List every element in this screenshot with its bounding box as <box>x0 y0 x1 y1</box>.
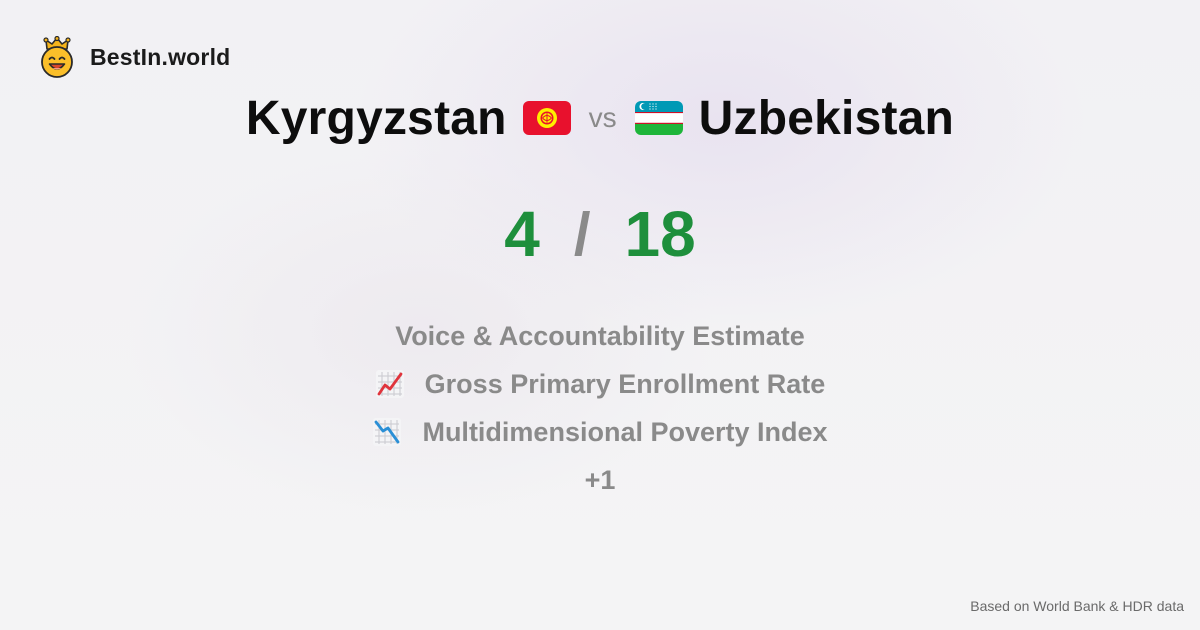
metric-item: Voice & Accountability Estimate <box>395 312 805 360</box>
metric-label: Gross Primary Enrollment Rate <box>424 368 826 399</box>
score-b: 18 <box>624 198 696 270</box>
brand-name: BestIn.world <box>90 43 231 70</box>
metric-item: Multidimensional Poverty Index <box>372 408 828 456</box>
uzbekistan-flag-icon <box>634 101 683 135</box>
score-separator: / <box>573 200 591 268</box>
more-label: +1 <box>584 464 616 495</box>
metrics-list: Voice & Accountability Estimate Gross Pr… <box>0 312 1200 504</box>
data-source-note: Based on World Bank & HDR data <box>970 598 1184 614</box>
metric-label: Voice & Accountability Estimate <box>395 320 805 351</box>
metric-item: Gross Primary Enrollment Rate <box>375 360 826 408</box>
country-a-name[interactable]: Kyrgyzstan <box>245 91 507 145</box>
score-row: 4 / 18 <box>0 194 1200 274</box>
vs-label: vs <box>588 102 617 133</box>
chart-increasing-icon <box>375 370 404 398</box>
brand[interactable]: BestIn.world <box>38 36 230 78</box>
chart-decreasing-icon <box>373 418 402 446</box>
more-metrics-count: +1 <box>585 456 616 504</box>
crowned-smiley-icon <box>41 36 73 78</box>
metric-label: Multidimensional Poverty Index <box>422 416 828 447</box>
kyrgyzstan-flag-icon <box>522 101 571 135</box>
country-b-name[interactable]: Uzbekistan <box>698 91 955 145</box>
score-a: 4 <box>504 198 540 270</box>
comparison-title: Kyrgyzstan vs Uzbekistan <box>0 86 1200 150</box>
